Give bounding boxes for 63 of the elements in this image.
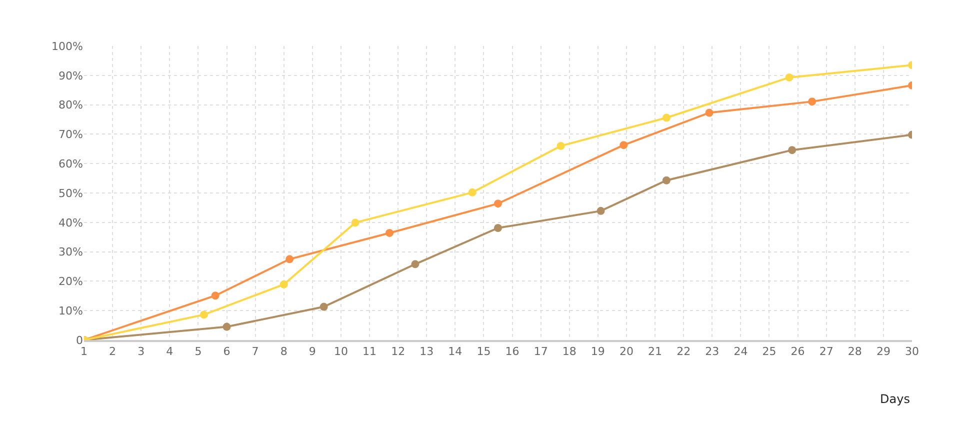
point bbox=[788, 146, 796, 154]
y-tick-label: 40% bbox=[58, 216, 83, 230]
y-tick-label: 0 bbox=[76, 334, 83, 347]
point bbox=[785, 73, 794, 82]
point bbox=[468, 188, 476, 196]
x-tick-label: 21 bbox=[648, 344, 662, 358]
point bbox=[662, 176, 670, 184]
point bbox=[662, 114, 670, 122]
point bbox=[705, 108, 714, 117]
point bbox=[286, 255, 294, 264]
x-tick-label: 6 bbox=[223, 344, 230, 358]
x-tick-label: 14 bbox=[448, 344, 462, 358]
y-tick-label: 10% bbox=[58, 304, 83, 318]
x-tick-label: 26 bbox=[790, 344, 805, 358]
x-tick-label: 30 bbox=[905, 344, 919, 358]
x-tick-label: 5 bbox=[194, 344, 202, 358]
point bbox=[620, 141, 628, 150]
point bbox=[200, 310, 208, 319]
x-tick-label: 28 bbox=[848, 344, 862, 358]
x-tick-label: 15 bbox=[476, 344, 491, 358]
x-tick-label: 23 bbox=[705, 344, 720, 358]
x-tick-label: 13 bbox=[420, 344, 434, 358]
x-tick-label: 2 bbox=[109, 344, 116, 358]
y-tick-label: 60% bbox=[58, 157, 83, 170]
y-tick-label: 50% bbox=[58, 186, 83, 200]
x-tick-label: 22 bbox=[676, 344, 691, 358]
point bbox=[411, 260, 420, 268]
y-tick-label: 90% bbox=[58, 69, 83, 82]
y-tick-label: 20% bbox=[58, 275, 83, 288]
point bbox=[386, 228, 394, 237]
point bbox=[211, 292, 220, 300]
x-tick-label: 4 bbox=[166, 344, 174, 358]
x-tick-label: 27 bbox=[819, 344, 834, 358]
x-tick-label: 7 bbox=[252, 344, 259, 358]
x-tick-label: 9 bbox=[308, 344, 316, 358]
x-axis-title: Days bbox=[880, 392, 910, 406]
point bbox=[556, 142, 565, 150]
x-tick-label: 17 bbox=[534, 344, 548, 358]
x-tick-label: 20 bbox=[619, 344, 634, 358]
y-tick-label: 100% bbox=[52, 40, 83, 53]
x-tick-label: 24 bbox=[734, 344, 748, 358]
y-tick-label: 80% bbox=[58, 98, 83, 112]
point bbox=[596, 206, 605, 215]
point bbox=[222, 322, 231, 331]
x-tick-label: 25 bbox=[762, 344, 776, 358]
x-tick-label: 16 bbox=[505, 344, 520, 358]
x-tick-label: 11 bbox=[362, 344, 377, 358]
point bbox=[494, 224, 502, 232]
x-tick-label: 10 bbox=[334, 344, 348, 358]
y-tick-label: 70% bbox=[58, 128, 83, 142]
point bbox=[494, 200, 502, 208]
x-tick-label: 19 bbox=[590, 344, 605, 358]
x-tick-label: 29 bbox=[876, 344, 890, 358]
x-tick-label: 8 bbox=[280, 344, 288, 358]
x-tick-label: 12 bbox=[391, 344, 406, 358]
point bbox=[351, 218, 360, 227]
x-tick-label: 1 bbox=[80, 344, 88, 358]
point bbox=[280, 280, 288, 288]
y-tick-label: 30% bbox=[58, 246, 83, 259]
point bbox=[808, 98, 816, 106]
x-tick-label: 18 bbox=[562, 344, 576, 358]
x-tick-label: 3 bbox=[138, 344, 145, 358]
point bbox=[320, 302, 328, 311]
